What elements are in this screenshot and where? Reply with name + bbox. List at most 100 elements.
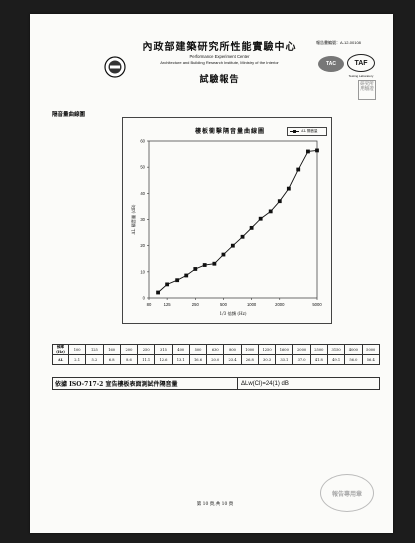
data-point xyxy=(296,167,301,172)
table-cell-frequency: 800 xyxy=(223,344,242,355)
plot-area xyxy=(148,140,318,299)
table-cell-frequency: 400 xyxy=(171,344,190,355)
taf-logo: TAF xyxy=(347,54,375,72)
table-cell-delta: 2.1 xyxy=(67,354,87,365)
x-tick-label: 250 xyxy=(192,302,200,307)
table-cell-frequency: 630 xyxy=(206,344,225,355)
data-point xyxy=(193,267,198,271)
report-page: 內政部建築研究所性能實驗中心 Performance Experiment Ce… xyxy=(30,14,393,533)
table-cell-delta: 56.4 xyxy=(361,354,381,365)
chart-legend: ΔL 隔音量 xyxy=(287,127,327,136)
table-cell-frequency: 100 xyxy=(67,344,87,355)
y-tick-label: 0 xyxy=(143,296,146,301)
table-cell-delta: 5.2 xyxy=(85,354,104,365)
data-point xyxy=(212,261,217,266)
x-tick-label: 1000 xyxy=(247,302,257,307)
table-cell-frequency: 500 xyxy=(188,344,208,355)
x-tick-label: 500 xyxy=(220,302,228,307)
table-header-frequency: 頻率 (Hz) xyxy=(52,344,69,355)
table-cell-frequency: 200 xyxy=(119,344,139,355)
iso-rating-line: 依據 ISO-717-2 宣告樓板表面測試件隔音量 ΔLw(Cl)=24(1) … xyxy=(52,377,380,390)
table-cell-frequency: 1600 xyxy=(275,344,294,355)
data-point xyxy=(165,282,170,287)
institute-subtitle-en: Performance Experiment Center xyxy=(189,54,250,59)
table-cell-frequency: 2000 xyxy=(292,344,311,355)
x-tick-label: 80 xyxy=(147,302,152,307)
table-cell-frequency: 1250 xyxy=(257,344,277,355)
x-tick-label: 5000 xyxy=(312,302,322,307)
x-tick-label: 2000 xyxy=(275,302,285,307)
data-point xyxy=(268,209,273,214)
table-cell-frequency: 250 xyxy=(137,344,156,355)
table-cell-frequency: 2500 xyxy=(309,344,328,355)
data-point xyxy=(306,149,310,154)
data-point xyxy=(315,148,319,153)
table-cell-delta: 26.8 xyxy=(240,354,259,365)
round-stamp: 報告專用章 xyxy=(320,474,374,512)
table-cell-frequency: 1000 xyxy=(240,344,259,355)
data-point xyxy=(277,199,282,204)
data-point xyxy=(286,186,291,191)
data-point xyxy=(202,263,207,267)
table-header-delta: ΔL xyxy=(52,354,69,365)
table-cell-delta: 11.1 xyxy=(137,354,156,365)
table-cell-delta: 49.1 xyxy=(326,354,346,365)
data-point xyxy=(240,234,245,239)
report-title: 試驗報告 xyxy=(199,75,240,85)
data-point xyxy=(156,290,160,295)
series-line xyxy=(157,149,318,293)
data-table: 頻率 (Hz) 100 125 160 200 250 315 400 500 630 800 10… xyxy=(52,344,381,365)
data-point xyxy=(258,216,263,221)
y-tick-label: 60 xyxy=(140,139,145,144)
table-cell-frequency: 3150 xyxy=(326,344,346,355)
table-cell-delta: 41.8 xyxy=(309,354,328,365)
table-cell-frequency: 5000 xyxy=(361,344,381,355)
iso-rating-value: ΔLw(Cl)=24(1) dB xyxy=(241,380,289,387)
y-tick-label: 50 xyxy=(140,165,145,170)
sound-insulation-chart: 0 10 20 30 40 50 60 80 125 250 500 1000 2000 5000 1/3 … xyxy=(130,139,322,318)
table-cell-frequency: 160 xyxy=(102,344,121,355)
abri-emblem-icon xyxy=(104,56,126,78)
table-cell-frequency: 315 xyxy=(154,344,173,355)
data-point xyxy=(221,252,226,257)
report-number: 報告書編號：A-12-00108 xyxy=(316,40,361,45)
table-cell-delta: 8.6 xyxy=(119,354,139,365)
y-tick-label: 20 xyxy=(140,243,145,248)
data-point xyxy=(175,278,180,283)
y-tick-label: 40 xyxy=(140,191,145,196)
x-tick-label: 125 xyxy=(164,302,172,307)
table-cell-delta: 16.6 xyxy=(188,354,208,365)
tac-logo: TAC xyxy=(318,56,344,72)
x-axis-label: 1/3 倍頻 (Hz) xyxy=(220,310,247,317)
institute-subtitle-en-2: Architecture and Building Research Insti… xyxy=(160,60,279,65)
y-tick-label: 30 xyxy=(140,217,145,222)
institute-title: 內政部建築研究所性能實驗中心 xyxy=(142,42,297,53)
table-cell-delta: 37.0 xyxy=(292,354,311,365)
table-cell-delta: 13.1 xyxy=(171,354,190,365)
table-cell-delta: 23.4 xyxy=(223,354,242,365)
table-row-delta: ΔL 2.1 5.2 6.8 8.6 11.1 12.6 13.1 16.6 20.0 23.4 2… xyxy=(52,354,381,365)
chart-frame xyxy=(122,117,332,324)
taf-logo-caption: Testing Laboratory xyxy=(348,74,374,78)
square-stamp: 研究所 用驗證 xyxy=(358,80,376,100)
data-point xyxy=(249,225,254,230)
page-number: 第 10 頁,共 10 頁 xyxy=(196,502,234,507)
legend-label: ΔL 隔音量 xyxy=(301,129,318,133)
table-cell-delta: 6.8 xyxy=(102,354,121,365)
table-cell-delta: 12.6 xyxy=(154,354,173,365)
y-axis-label: ΔL 隔音量 (dB) xyxy=(130,204,137,234)
y-tick-label: 10 xyxy=(140,269,145,274)
table-cell-delta: 30.3 xyxy=(257,354,277,365)
legend-marker-icon xyxy=(290,130,299,133)
section-label: 隔音量曲線圖 xyxy=(52,112,86,118)
table-cell-delta: 20.0 xyxy=(206,354,225,365)
table-cell-delta: 56.0 xyxy=(344,354,363,365)
iso-rating-label: 依據 ISO-717-2 宣告樓板表面測試件隔音量 xyxy=(53,378,238,389)
table-cell-delta: 33.1 xyxy=(275,354,294,365)
chart-title: 樓板衝擊隔音量曲線圖 xyxy=(194,128,265,135)
table-cell-frequency: 125 xyxy=(85,344,104,355)
data-point xyxy=(230,243,235,248)
table-cell-frequency: 4000 xyxy=(344,344,363,355)
table-row-frequency: 頻率 (Hz) 100 125 160 200 250 315 400 500 630 800 10… xyxy=(52,344,381,355)
data-point xyxy=(184,273,189,278)
